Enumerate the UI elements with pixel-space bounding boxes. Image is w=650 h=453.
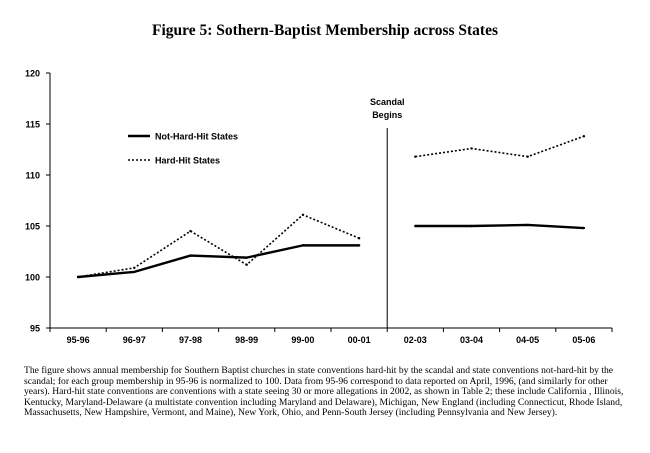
data-point	[414, 224, 417, 228]
data-point	[133, 270, 136, 274]
x-tick-label: 02-03	[404, 335, 427, 345]
x-tick-label: 99-00	[291, 335, 314, 345]
chart-legend: Not-Hard-Hit States Hard-Hit States	[128, 132, 238, 166]
data-point	[133, 266, 136, 270]
data-point	[301, 213, 305, 216]
data-point	[245, 256, 248, 259]
y-tick-label: 100	[25, 273, 40, 283]
y-tick-label: 120	[25, 69, 40, 79]
data-point	[470, 147, 473, 150]
scandal-label-line1: Scandal	[370, 97, 405, 107]
series-line-1-segment-0	[77, 213, 360, 278]
data-point	[470, 224, 473, 228]
series-line-0-segment-1	[415, 223, 584, 230]
x-tick-label: 00-01	[348, 335, 371, 345]
data-point	[357, 237, 361, 240]
y-tick-label: 95	[30, 324, 40, 334]
data-point	[357, 244, 361, 247]
data-point	[189, 229, 192, 233]
data-point	[414, 155, 417, 158]
legend-label-0: Not-Hard-Hit States	[155, 132, 238, 142]
scandal-marker: Scandal Begins	[370, 97, 405, 328]
series-0	[76, 223, 586, 279]
chart-axes	[49, 73, 612, 329]
y-tick-label: 105	[25, 222, 40, 232]
data-point	[582, 226, 586, 230]
data-point	[301, 244, 305, 247]
x-tick-label: 03-04	[460, 335, 483, 345]
scandal-label-line2: Begins	[372, 110, 402, 120]
figure-caption: The figure shows annual membership for S…	[24, 365, 624, 419]
data-point	[526, 223, 529, 227]
data-point	[189, 254, 192, 257]
y-tick-label: 115	[25, 120, 40, 130]
series-line-1-segment-1	[415, 135, 585, 158]
data-point	[76, 275, 80, 279]
data-point	[526, 155, 529, 158]
data-point	[582, 135, 586, 138]
x-tick-label: 97-98	[179, 335, 202, 345]
y-axis-ticks: 95 100 105 110 115 120	[25, 69, 50, 334]
data-point	[245, 263, 248, 266]
x-tick-label: 04-05	[516, 335, 539, 345]
series-line-0-segment-0	[77, 244, 360, 279]
x-tick-label: 96-97	[123, 335, 146, 345]
y-tick-label: 110	[25, 171, 40, 181]
x-tick-label: 05-06	[572, 335, 595, 345]
series-1	[76, 135, 586, 279]
x-axis-ticks: 95-96 96-97 97-98 98-99 99-00 00-01 02-03 03-04…	[49, 328, 613, 345]
x-tick-label: 98-99	[235, 335, 258, 345]
legend-label-1: Hard-Hit States	[155, 156, 220, 166]
series-layer	[76, 135, 586, 279]
x-tick-label: 95-96	[67, 335, 90, 345]
figure-title: Figure 5: Sothern-Baptist Membership acr…	[151, 22, 498, 39]
